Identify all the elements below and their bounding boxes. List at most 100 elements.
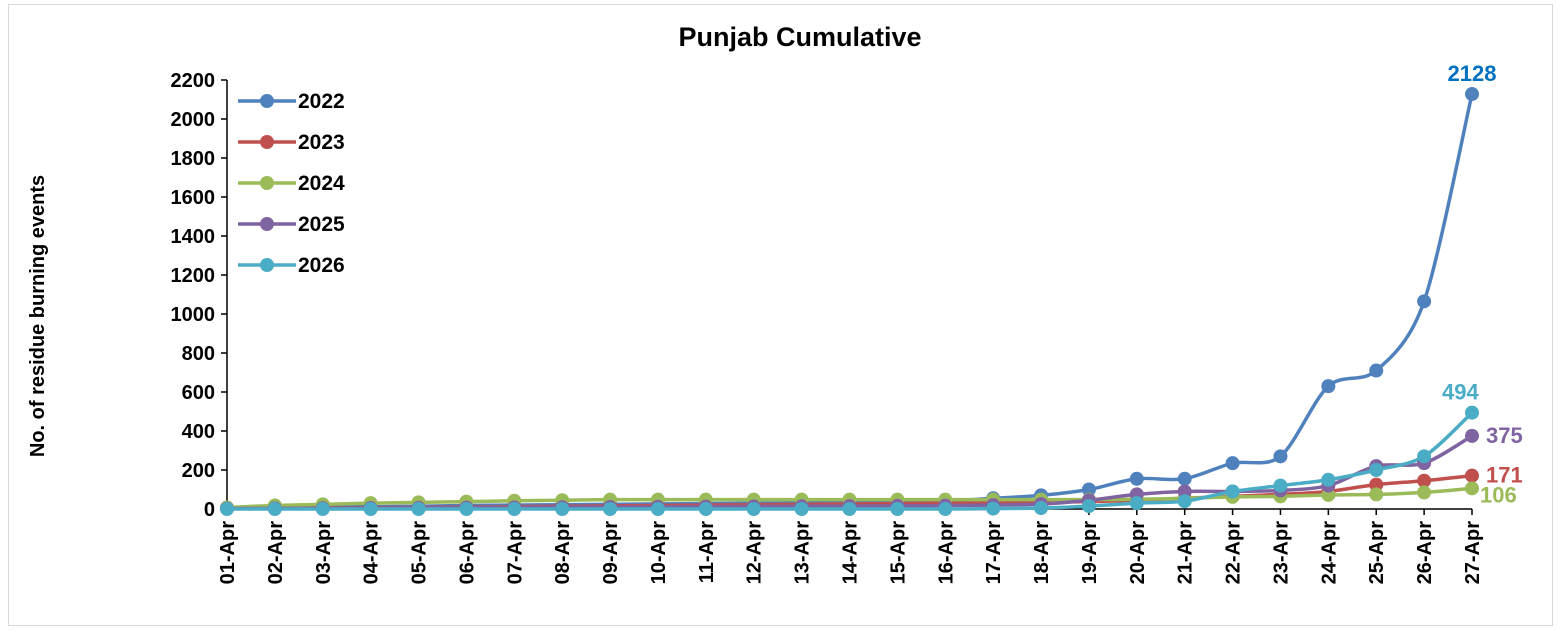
y-tick-label: 2200 (171, 70, 216, 92)
data-point-2022 (1177, 471, 1192, 486)
x-tick-label: 08-Apr (552, 521, 574, 585)
data-point-2025 (1177, 484, 1192, 499)
x-tick-label: 22-Apr (1223, 521, 1245, 585)
data-point-2026 (555, 502, 570, 516)
legend-swatch-marker (260, 94, 274, 108)
data-point-2026 (1369, 463, 1384, 477)
end-label-2022: 2128 (1448, 61, 1497, 86)
data-point-2026 (1081, 499, 1096, 514)
data-point-2022 (1225, 456, 1240, 471)
data-point-2026 (220, 502, 234, 516)
y-tick-label: 2000 (171, 109, 216, 131)
legend-label: 2024 (298, 172, 345, 195)
x-tick-label: 01-Apr (217, 521, 239, 585)
x-tick-label: 09-Apr (600, 521, 622, 585)
data-point-2026 (1129, 496, 1144, 511)
data-point-2022 (1369, 363, 1384, 378)
legend-item-2026: 2026 (238, 254, 345, 277)
series-line-2022 (226, 93, 1474, 510)
x-tick-label: 10-Apr (648, 521, 670, 585)
x-tick-label: 21-Apr (1175, 521, 1197, 585)
data-point-2026 (1177, 494, 1192, 509)
data-point-2026 (890, 502, 905, 516)
data-point-2022 (1081, 482, 1096, 497)
x-tick-label: 04-Apr (361, 521, 383, 585)
data-point-2022 (1273, 449, 1288, 464)
data-point-2023 (1465, 468, 1479, 483)
x-tick-label: 13-Apr (792, 521, 814, 585)
y-tick-label: 200 (182, 460, 215, 482)
data-point-2026 (938, 502, 953, 516)
x-tick-label: 03-Apr (313, 521, 335, 585)
y-tick-label: 1200 (171, 265, 216, 287)
legend-item-2023: 2023 (238, 131, 345, 154)
x-tick-label: 25-Apr (1366, 521, 1388, 585)
x-tick-label: 20-Apr (1127, 521, 1149, 585)
data-point-2022 (1321, 379, 1336, 394)
data-point-2026 (1465, 405, 1479, 420)
data-point-2026 (459, 502, 474, 516)
data-point-2026 (315, 502, 330, 516)
y-tick-label: 0 (204, 499, 215, 521)
y-tick-label: 800 (182, 343, 215, 365)
data-point-2025 (1465, 428, 1479, 443)
data-point-2026 (603, 502, 618, 516)
y-axis-label: No. of residue burning events (27, 175, 49, 457)
y-tick-label: 1000 (171, 304, 216, 326)
x-tick-label: 16-Apr (935, 521, 957, 585)
data-point-2024 (1465, 481, 1479, 496)
x-tick-label: 27-Apr (1462, 521, 1484, 585)
y-tick-label: 1600 (171, 187, 216, 209)
x-tick-label: 12-Apr (744, 521, 766, 585)
x-tick-label: 02-Apr (265, 521, 287, 585)
legend-item-2025: 2025 (238, 213, 345, 236)
legend-label: 2025 (298, 213, 345, 236)
data-point-2022 (1129, 471, 1144, 486)
data-point-2026 (363, 502, 378, 516)
x-tick-label: 17-Apr (983, 521, 1005, 585)
y-tick-label: 1400 (171, 226, 216, 248)
data-point-2022 (1465, 87, 1479, 102)
data-point-2026 (842, 502, 857, 516)
data-point-2026 (986, 501, 1001, 516)
end-label-2023: 171 (1486, 463, 1523, 488)
data-point-2026 (267, 502, 282, 516)
data-point-2026 (411, 502, 426, 516)
series-points (220, 87, 1479, 516)
data-point-2026 (1225, 484, 1240, 499)
data-point-2026 (746, 502, 761, 516)
data-point-2024 (1369, 487, 1384, 502)
data-point-2026 (1034, 501, 1049, 516)
chart-title: Punjab Cumulative (678, 22, 921, 52)
data-point-2026 (1321, 472, 1336, 487)
y-tick-label: 1800 (171, 148, 216, 170)
data-point-2026 (507, 502, 522, 516)
data-point-2023 (1417, 473, 1432, 488)
legend-swatch-marker (260, 176, 274, 190)
x-tick-label: 26-Apr (1414, 521, 1436, 585)
series-lines (226, 93, 1474, 511)
x-tick-label: 06-Apr (456, 521, 478, 585)
data-point-2024 (1417, 485, 1432, 500)
legend-label: 2022 (298, 90, 345, 113)
legend-swatch-marker (260, 135, 274, 149)
legend-label: 2023 (298, 131, 345, 154)
x-tick-label: 07-Apr (504, 521, 526, 585)
end-label-2024: 106 (1480, 482, 1517, 507)
x-tick-labels: 01-Apr 02-Apr 03-Apr 04-Apr 05-Apr 06-Apr 07-A… (217, 521, 1484, 585)
x-tick-label: 15-Apr (887, 521, 909, 585)
x-tick-label: 14-Apr (840, 521, 862, 585)
data-point-2023 (1369, 477, 1384, 492)
x-tick-label: 23-Apr (1270, 521, 1292, 585)
legend: 2022 2023 2024 2025 2026 (238, 90, 345, 277)
end-label-2025: 375 (1486, 423, 1523, 448)
legend-item-2024: 2024 (238, 172, 345, 195)
x-tick-label: 11-Apr (696, 521, 718, 583)
legend-swatch-marker (260, 258, 274, 272)
y-tick-label: 600 (182, 382, 215, 404)
x-tick-label: 24-Apr (1318, 521, 1340, 585)
end-label-2026: 494 (1442, 380, 1479, 405)
data-point-2026 (1273, 478, 1288, 493)
